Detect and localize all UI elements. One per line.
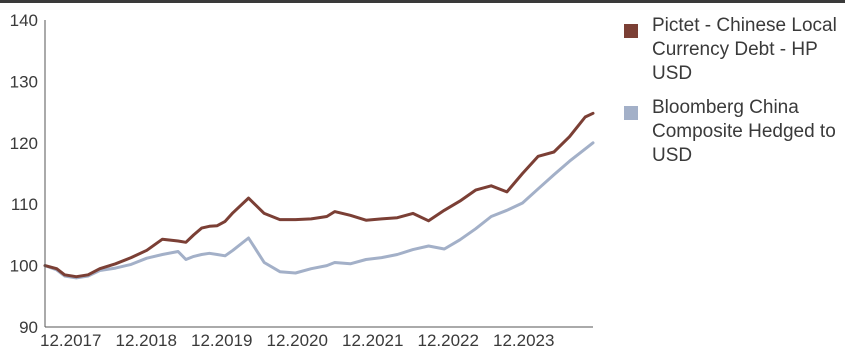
series-line-pictet [43,111,595,279]
legend-swatch-pictet [624,24,638,38]
y-tick-label: 120 [10,134,38,153]
series-line-bloomberg [43,141,595,280]
top-rule [0,0,845,3]
series-layer [43,111,595,280]
y-tick-label: 130 [10,72,38,91]
x-tick-label: 12.2017 [40,331,101,349]
y-tick-label: 110 [11,195,38,214]
y-tick-label: 90 [19,318,38,337]
x-tick-label: 12.2023 [493,331,554,349]
legend: Pictet - Chinese Local Currency Debt - H… [624,14,845,178]
legend-label-bloomberg: Bloomberg China Composite Hedged to USD [652,97,836,166]
legend-item-bloomberg: Bloomberg China Composite Hedged to USD [624,96,845,168]
y-axis-ticks: 90 100 110 120 130 140 [10,11,38,337]
x-tick-label: 12.2021 [342,331,403,349]
x-tick-label: 12.2022 [418,331,479,349]
legend-label-pictet: Pictet - Chinese Local Currency Debt - H… [652,15,837,84]
x-axis-ticks: 12.2017 12.2018 12.2019 12.2020 12.2021 12.20… [40,331,554,349]
legend-item-pictet: Pictet - Chinese Local Currency Debt - H… [624,14,845,86]
x-tick-label: 12.2018 [116,331,177,349]
x-tick-label: 12.2019 [191,331,252,349]
y-tick-label: 100 [10,257,38,276]
legend-swatch-bloomberg [624,106,638,120]
y-tick-label: 140 [10,11,38,30]
x-tick-label: 12.2020 [267,331,328,349]
